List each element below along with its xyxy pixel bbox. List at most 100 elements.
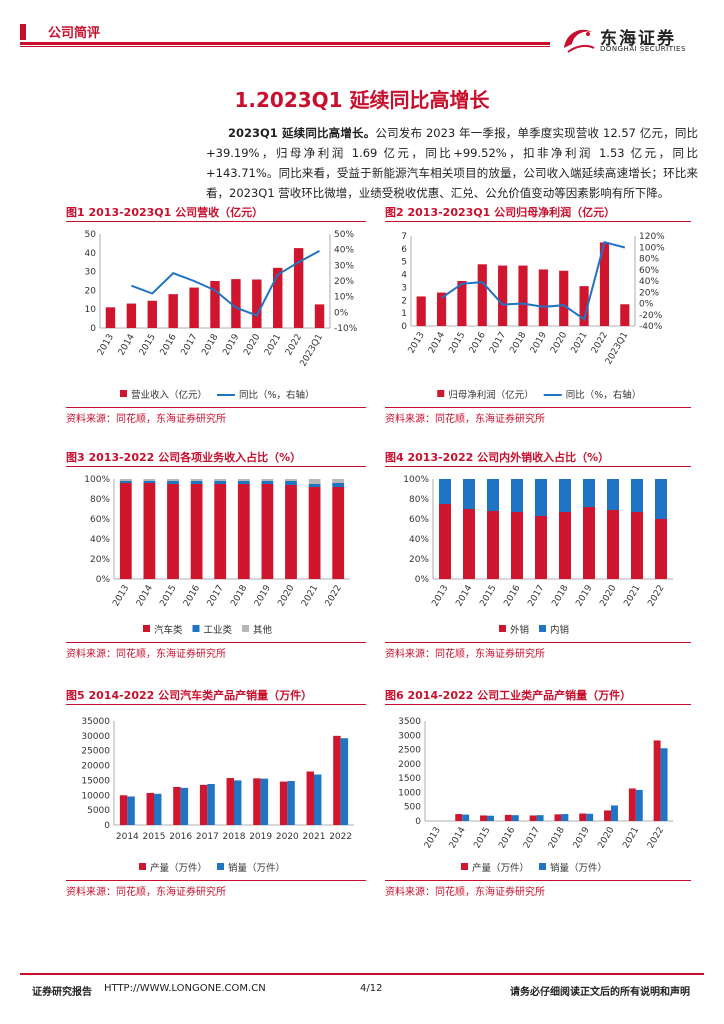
x-tick-label: 2019 <box>249 832 272 842</box>
x-tick-label: 2018 <box>550 583 570 608</box>
figure-title-rule <box>385 221 691 222</box>
y2-tick-label: 40% <box>334 246 354 256</box>
y-tick-label: 5000 <box>87 806 110 816</box>
x-tick-label: 2016 <box>502 583 522 608</box>
y2-tick-label: 0% <box>639 300 654 310</box>
y-tick-label: 60% <box>90 515 110 525</box>
x-tick-label: 2013 <box>111 584 131 609</box>
bar-内销 <box>583 479 595 507</box>
bar-销量（万件） <box>462 814 470 821</box>
bar-汽车类 <box>237 484 250 579</box>
bar-汽车类 <box>214 484 227 579</box>
logo-name-en: DONGHAI SECURITIES <box>600 45 686 53</box>
bar-归母净利润（亿元） <box>477 264 487 326</box>
bar-产量（万件） <box>226 778 234 825</box>
bar-产量（万件） <box>199 784 208 825</box>
bar-产量（万件） <box>455 814 463 821</box>
bar-内销 <box>439 479 451 504</box>
line-同比（%，右轴） <box>131 250 320 317</box>
bar-销量（万件） <box>207 783 215 825</box>
x-tick-label: 2013 <box>423 826 443 851</box>
bar-汽车类 <box>285 485 297 579</box>
figure-source: 资料来源：同花顺，东海证券研究所 <box>385 414 545 425</box>
legend-swatch <box>192 625 200 632</box>
bar-营业收入（亿元） <box>126 303 137 328</box>
x-tick-label: 2017 <box>522 826 542 851</box>
body-paragraph: 2023Q1 延续同比高增长。公司发布 2023 年一季报，单季度实现营收 12… <box>206 123 698 203</box>
figure-source: 资料来源：同花顺，东海证券研究所 <box>385 887 545 898</box>
bar-工业类 <box>214 481 227 484</box>
source-rule <box>385 642 691 643</box>
chart-figure: 0 10 20 30 40 50 -10% 0% 10% 20% 30% 40% 50% 2013 2014… <box>85 230 358 401</box>
y-tick-label: 30 <box>85 268 97 278</box>
y-tick-label: 80% <box>90 495 110 505</box>
legend-label: 内销 <box>550 624 570 636</box>
footer-disclaimer: 请务必仔细阅读正文后的所有说明和声明 <box>510 987 690 998</box>
bar-其他 <box>237 479 250 481</box>
x-tick-label: 2014 <box>454 583 474 608</box>
y-tick-label: 20 <box>85 286 97 296</box>
bar-内销 <box>631 479 643 512</box>
x-tick-label: 2019 <box>221 332 241 357</box>
x-tick-label: 2021 <box>263 333 283 358</box>
bar-销量（万件） <box>536 815 544 821</box>
y2-tick-label: 30% <box>334 261 354 271</box>
x-tick-label: 2022 <box>324 584 344 609</box>
y2-tick-label: 100% <box>639 243 665 253</box>
y-tick-label: 20% <box>90 555 110 565</box>
figure-title: 图4 2013-2022 公司内外销收入占比（%） <box>385 451 610 464</box>
header-rule <box>20 42 550 45</box>
figure-title-rule <box>385 704 691 705</box>
company-logo: 东海证券 DONGHAI SECURITIES <box>558 22 708 56</box>
legend-swatch <box>539 863 546 870</box>
y-tick-label: 3500 <box>398 717 421 727</box>
y2-tick-label: 50% <box>334 230 354 240</box>
x-tick-label: 2016 <box>169 832 192 842</box>
bar-营业收入（亿元） <box>210 281 220 328</box>
x-tick-label: 2015 <box>158 584 178 609</box>
bar-销量（万件） <box>154 793 162 825</box>
bar-产量（万件） <box>173 786 181 825</box>
y-tick-label: 20% <box>409 555 429 565</box>
x-tick-label: 2013 <box>407 331 427 356</box>
x-tick-label: 2016 <box>182 583 202 608</box>
bar-工业类 <box>237 481 250 484</box>
bar-外销 <box>535 516 547 579</box>
header-mark <box>20 24 26 40</box>
x-tick-label: 2021 <box>621 826 641 851</box>
bar-内销 <box>487 479 499 511</box>
bar-销量（万件） <box>127 796 135 825</box>
footer-url[interactable]: HTTP://WWW.LONGONE.COM.CN <box>104 983 266 994</box>
bar-产量（万件） <box>504 814 512 821</box>
bar-工业类 <box>190 481 203 484</box>
y-tick-label: 1 <box>401 309 407 319</box>
x-tick-label: 2017 <box>180 333 200 358</box>
bar-外销 <box>655 519 667 579</box>
bar-归母净利润（亿元） <box>518 265 528 326</box>
x-tick-label: 2018 <box>223 832 246 842</box>
bar-其他 <box>143 479 156 481</box>
bar-外销 <box>463 509 475 579</box>
bar-汽车类 <box>261 484 274 579</box>
legend-label: 销量（万件） <box>550 862 607 874</box>
bar-产量（万件） <box>579 813 587 821</box>
figure-title: 图1 2013-2023Q1 公司营收（亿元） <box>66 206 264 219</box>
bar-内销 <box>607 479 619 510</box>
bar-归母净利润（亿元） <box>538 269 548 326</box>
bar-产量（万件） <box>119 795 128 825</box>
bar-产量（万件） <box>653 740 661 821</box>
bar-产量（万件） <box>554 814 562 821</box>
y-tick-label: 40 <box>85 249 97 259</box>
y-tick-label: 35000 <box>81 717 110 727</box>
y-tick-label: 20000 <box>81 762 110 772</box>
x-tick-label: 2020 <box>276 583 296 608</box>
bar-销量（万件） <box>340 738 349 825</box>
bar-工业类 <box>285 481 297 485</box>
bar-营业收入（亿元） <box>189 287 199 328</box>
y-tick-label: 100% <box>84 475 110 485</box>
bar-销量（万件） <box>635 789 643 821</box>
figure-title: 图2 2013-2023Q1 公司归母净利润（亿元） <box>385 206 616 219</box>
x-tick-label: 2019 <box>253 583 273 608</box>
bar-汽车类 <box>308 487 321 579</box>
legend-swatch <box>120 390 127 397</box>
